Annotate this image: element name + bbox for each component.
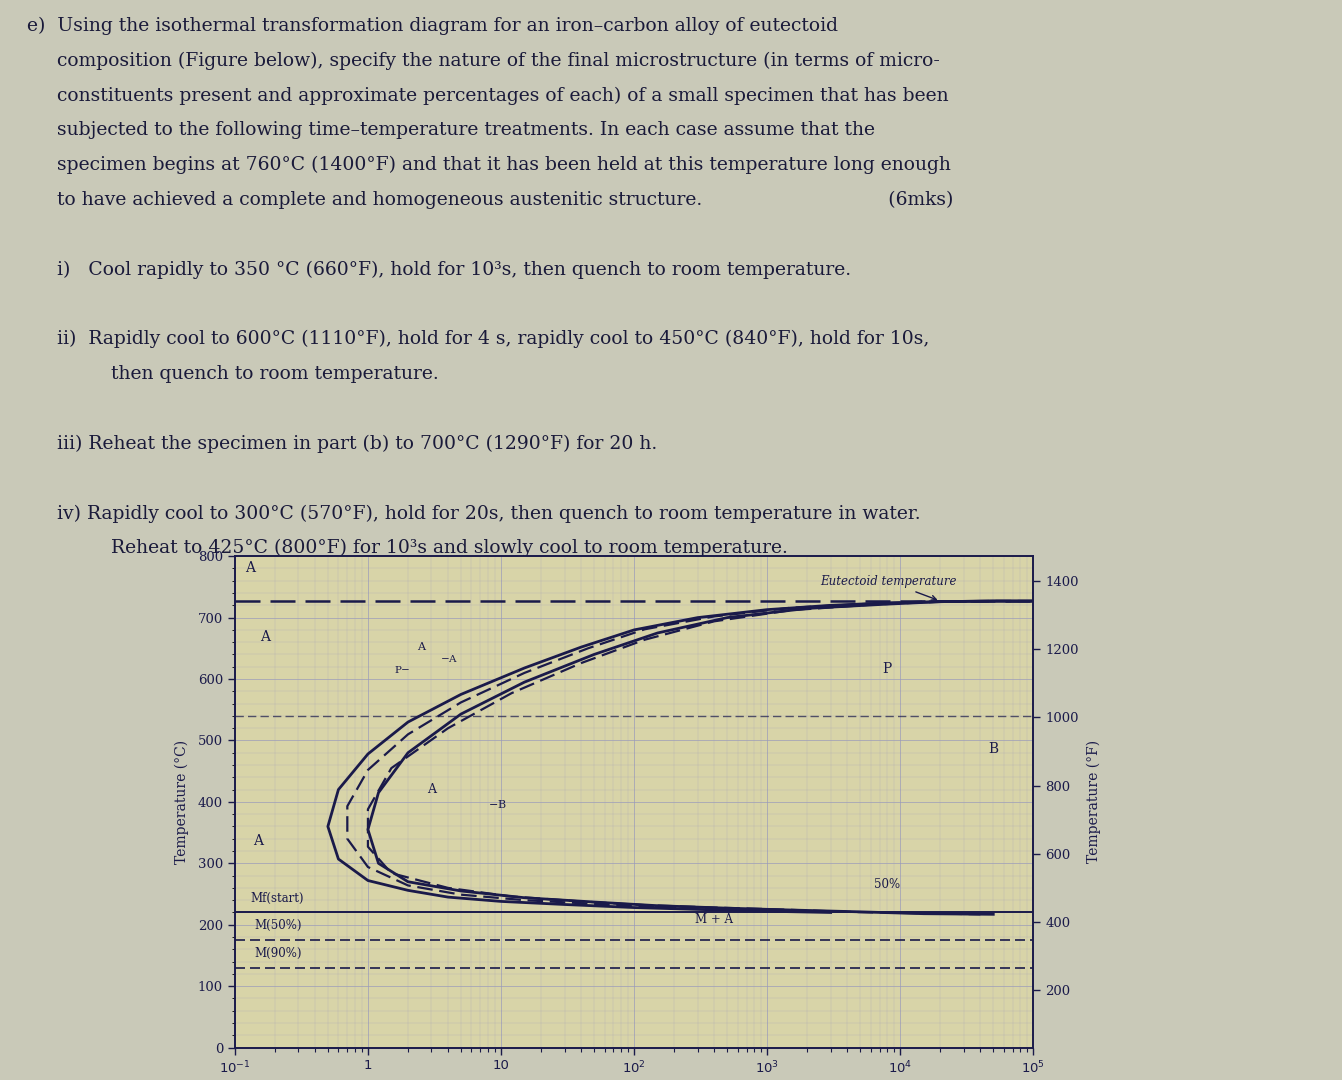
Text: A: A xyxy=(254,834,263,848)
Text: 50%: 50% xyxy=(874,878,900,891)
Text: A: A xyxy=(417,642,425,651)
Text: Eutectoid temperature: Eutectoid temperature xyxy=(820,576,957,600)
Text: iv) Rapidly cool to 300°C (570°F), hold for 20s, then quench to room temperature: iv) Rapidly cool to 300°C (570°F), hold … xyxy=(27,504,921,523)
Text: subjected to the following time–temperature treatments. In each case assume that: subjected to the following time–temperat… xyxy=(27,121,875,139)
Text: i)   Cool rapidly to 350 °C (660°F), hold for 10³s, then quench to room temperat: i) Cool rapidly to 350 °C (660°F), hold … xyxy=(27,260,851,279)
Text: then quench to room temperature.: then quench to room temperature. xyxy=(27,365,439,383)
Text: A: A xyxy=(427,783,436,796)
Y-axis label: Temperature (°C): Temperature (°C) xyxy=(174,740,189,864)
Text: e)  Using the isothermal transformation diagram for an iron–carbon alloy of eute: e) Using the isothermal transformation d… xyxy=(27,17,837,35)
Text: $-$B: $-$B xyxy=(488,798,507,810)
Text: B: B xyxy=(988,742,998,756)
Text: P: P xyxy=(883,662,892,676)
Text: composition (Figure below), specify the nature of the final microstructure (in t: composition (Figure below), specify the … xyxy=(27,52,939,70)
Text: iii) Reheat the specimen in part (b) to 700°C (1290°F) for 20 h.: iii) Reheat the specimen in part (b) to … xyxy=(27,434,656,453)
Text: $-$A: $-$A xyxy=(440,652,459,664)
Text: M(50%): M(50%) xyxy=(254,919,302,932)
Text: Reheat to 425°C (800°F) for 10³s and slowly cool to room temperature.: Reheat to 425°C (800°F) for 10³s and slo… xyxy=(27,539,788,557)
Text: A: A xyxy=(260,630,271,644)
Text: to have achieved a complete and homogeneous austenitic structure.               : to have achieved a complete and homogene… xyxy=(27,191,953,210)
Y-axis label: Temperature (°F): Temperature (°F) xyxy=(1087,740,1102,864)
Text: specimen begins at 760°C (1400°F) and that it has been held at this temperature : specimen begins at 760°C (1400°F) and th… xyxy=(27,157,950,174)
Text: M(90%): M(90%) xyxy=(254,947,302,960)
Text: ii)  Rapidly cool to 600°C (1110°F), hold for 4 s, rapidly cool to 450°C (840°F): ii) Rapidly cool to 600°C (1110°F), hold… xyxy=(27,330,929,349)
Text: A: A xyxy=(246,561,255,575)
Text: M + A: M + A xyxy=(695,913,733,926)
Text: constituents present and approximate percentages of each) of a small specimen th: constituents present and approximate per… xyxy=(27,86,949,105)
Text: Mf(start): Mf(start) xyxy=(250,892,303,905)
Text: P$-$: P$-$ xyxy=(393,664,411,675)
